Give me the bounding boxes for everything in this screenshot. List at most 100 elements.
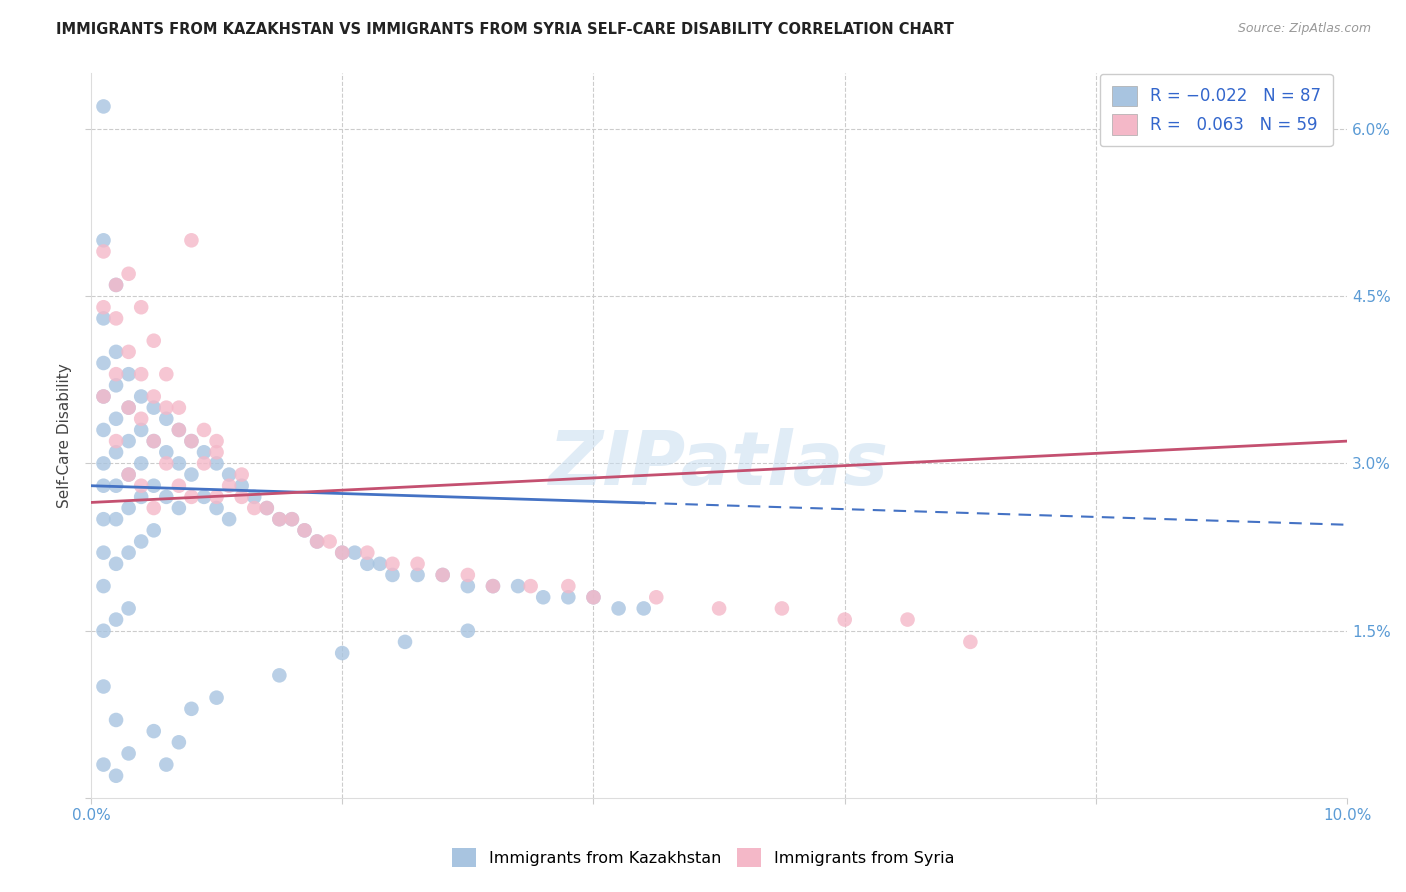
- Point: [519, 579, 541, 593]
- Point: [117, 434, 139, 449]
- Point: [193, 445, 215, 459]
- Text: IMMIGRANTS FROM KAZAKHSTAN VS IMMIGRANTS FROM SYRIA SELF-CARE DISABILITY CORRELA: IMMIGRANTS FROM KAZAKHSTAN VS IMMIGRANTS…: [56, 22, 955, 37]
- Point: [105, 311, 128, 326]
- Point: [129, 534, 152, 549]
- Point: [129, 457, 152, 471]
- Point: [281, 512, 304, 526]
- Point: [269, 512, 291, 526]
- Point: [93, 389, 115, 403]
- Point: [381, 557, 404, 571]
- Point: [142, 434, 165, 449]
- Point: [180, 490, 202, 504]
- Point: [633, 601, 655, 615]
- Point: [129, 389, 152, 403]
- Point: [506, 579, 529, 593]
- Point: [770, 601, 793, 615]
- Point: [457, 624, 479, 638]
- Point: [93, 546, 115, 560]
- Point: [307, 534, 329, 549]
- Point: [482, 579, 505, 593]
- Point: [330, 646, 353, 660]
- Point: [93, 680, 115, 694]
- Point: [93, 757, 115, 772]
- Point: [167, 479, 190, 493]
- Point: [105, 344, 128, 359]
- Point: [356, 546, 378, 560]
- Point: [93, 479, 115, 493]
- Point: [105, 769, 128, 783]
- Point: [117, 401, 139, 415]
- Point: [129, 300, 152, 314]
- Point: [105, 479, 128, 493]
- Point: [167, 401, 190, 415]
- Point: [959, 635, 981, 649]
- Point: [105, 277, 128, 292]
- Point: [93, 457, 115, 471]
- Point: [231, 490, 253, 504]
- Point: [205, 457, 228, 471]
- Point: [93, 624, 115, 638]
- Point: [117, 467, 139, 482]
- Point: [205, 690, 228, 705]
- Point: [896, 613, 918, 627]
- Point: [105, 713, 128, 727]
- Point: [93, 233, 115, 247]
- Point: [231, 479, 253, 493]
- Point: [707, 601, 730, 615]
- Point: [155, 757, 177, 772]
- Point: [117, 501, 139, 516]
- Point: [318, 534, 340, 549]
- Point: [645, 591, 668, 605]
- Point: [105, 445, 128, 459]
- Point: [406, 568, 429, 582]
- Point: [432, 568, 454, 582]
- Point: [167, 423, 190, 437]
- Point: [205, 445, 228, 459]
- Point: [218, 467, 240, 482]
- Point: [180, 233, 202, 247]
- Point: [167, 501, 190, 516]
- Point: [155, 457, 177, 471]
- Point: [205, 490, 228, 504]
- Text: ZIPatlas: ZIPatlas: [550, 428, 889, 501]
- Point: [117, 267, 139, 281]
- Point: [294, 524, 316, 538]
- Point: [231, 467, 253, 482]
- Point: [256, 501, 278, 516]
- Point: [294, 524, 316, 538]
- Point: [129, 479, 152, 493]
- Point: [93, 579, 115, 593]
- Point: [142, 334, 165, 348]
- Point: [142, 389, 165, 403]
- Point: [155, 367, 177, 381]
- Point: [281, 512, 304, 526]
- Point: [142, 434, 165, 449]
- Point: [269, 668, 291, 682]
- Point: [129, 411, 152, 425]
- Point: [167, 457, 190, 471]
- Point: [457, 568, 479, 582]
- Point: [129, 423, 152, 437]
- Point: [93, 389, 115, 403]
- Point: [105, 434, 128, 449]
- Point: [180, 434, 202, 449]
- Point: [155, 401, 177, 415]
- Point: [117, 401, 139, 415]
- Point: [557, 591, 579, 605]
- Legend: Immigrants from Kazakhstan, Immigrants from Syria: Immigrants from Kazakhstan, Immigrants f…: [444, 839, 962, 875]
- Point: [105, 411, 128, 425]
- Point: [256, 501, 278, 516]
- Point: [142, 479, 165, 493]
- Point: [205, 434, 228, 449]
- Legend: R = −0.022   N = 87, R =   0.063   N = 59: R = −0.022 N = 87, R = 0.063 N = 59: [1099, 74, 1333, 146]
- Point: [155, 445, 177, 459]
- Text: Source: ZipAtlas.com: Source: ZipAtlas.com: [1237, 22, 1371, 36]
- Point: [117, 546, 139, 560]
- Point: [93, 512, 115, 526]
- Point: [93, 311, 115, 326]
- Point: [193, 457, 215, 471]
- Point: [105, 378, 128, 392]
- Point: [457, 579, 479, 593]
- Point: [834, 613, 856, 627]
- Point: [142, 724, 165, 739]
